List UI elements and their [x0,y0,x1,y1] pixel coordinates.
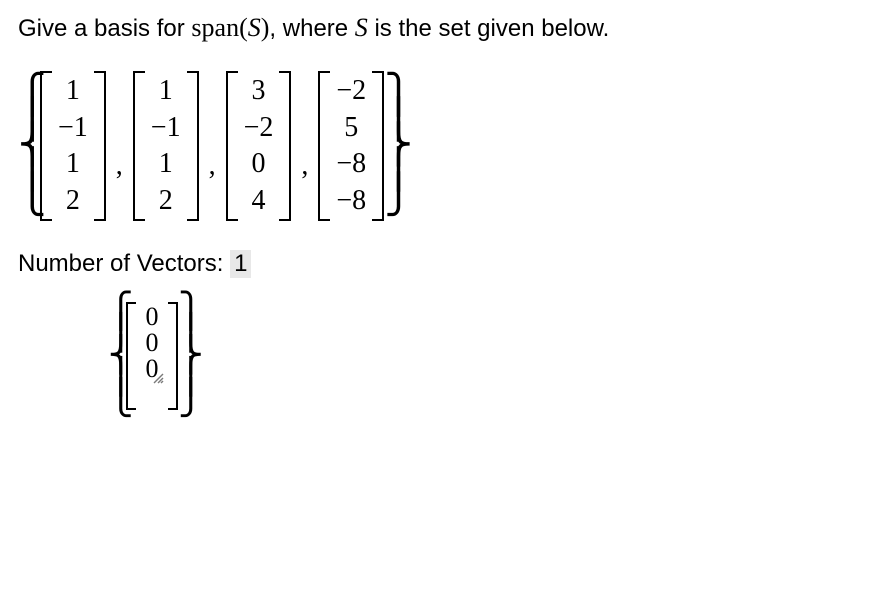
brace-left: ⎧ ⎪ ⎨ ⎪ ⎩ [18,83,40,208]
vector-entry: 1 [153,150,179,178]
vector-entry: 0 [245,150,271,178]
vector-entry: −8 [336,187,366,215]
number-of-vectors-line: Number of Vectors: 1 [18,250,876,278]
vector-2: 1 −1 1 2 [133,71,199,221]
vector-3: 3 −2 0 4 [226,71,292,221]
vector-entry: 3 [245,77,271,105]
vector-entry: 1 [153,77,179,105]
brace-right: ⎫ ⎪ ⎬ ⎪ ⎭ [384,83,406,208]
prompt-text-post: is the set given below. [368,15,609,42]
comma: , [301,150,308,182]
span-function: span [191,13,239,42]
question-prompt: Give a basis for span(S), where S is the… [18,12,876,44]
numvec-count[interactable]: 1 [230,250,251,278]
vector-entry: −1 [151,114,181,142]
span-arg-S: S [248,13,261,42]
vector-entry: 1 [60,150,86,178]
answer-vector[interactable]: 0 0 0 [126,302,178,410]
answer-set: ⎧ ⎪ ⎨ ⎪ ⎩ 0 0 0 [18,296,876,416]
comma: , [209,150,216,182]
answer-brace-right: ⎫ ⎪ ⎬ ⎪ ⎭ [178,301,196,410]
vector-entry: −8 [336,150,366,178]
set-name-S: S [355,13,368,42]
vector-entry: −2 [244,114,274,142]
vector-set: ⎧ ⎪ ⎨ ⎪ ⎩ 1 −1 1 2 , 1 −1 1 2 [18,66,876,226]
comma: , [116,150,123,182]
prompt-text-pre: Give a basis for [18,15,191,42]
page: Give a basis for span(S), where S is the… [0,0,894,416]
answer-entry[interactable]: 0 [142,356,162,382]
vector-entry: 2 [60,187,86,215]
vector-entry: 5 [338,114,364,142]
vector-entry: 1 [60,77,86,105]
answer-brace-left: ⎧ ⎪ ⎨ ⎪ ⎩ [108,301,126,410]
answer-entry[interactable]: 0 [142,330,162,356]
vector-4: −2 5 −8 −8 [318,71,384,221]
vector-1: 1 −1 1 2 [40,71,106,221]
numvec-label: Number of Vectors: [18,250,230,277]
vector-entry: 2 [153,187,179,215]
paren-open: ( [239,13,248,42]
answer-entry[interactable]: 0 [142,304,162,330]
vector-entry: −2 [336,77,366,105]
prompt-text-mid: , where [269,15,354,42]
vector-entry: 4 [245,187,271,215]
vector-entry: −1 [58,114,88,142]
